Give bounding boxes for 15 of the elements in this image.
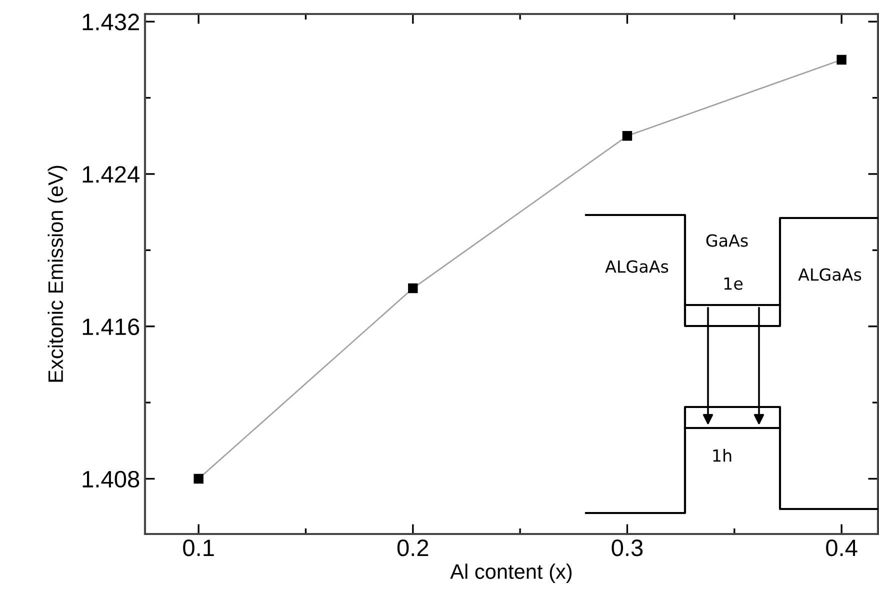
y-axis-title: Excitonic Emission (eV) (48, 166, 68, 382)
annotation: 1e (724, 277, 743, 290)
y-tick-label: 1.424 (82, 166, 140, 183)
x-tick-label: 0.3 (612, 539, 643, 556)
x-tick-label: 0.2 (397, 539, 428, 556)
annotation: GaAs (706, 234, 748, 247)
annotation: ALGaAs (605, 260, 668, 273)
y-tick-label: 1.416 (82, 318, 140, 336)
annotation: ALGaAs (798, 268, 862, 281)
annotation: 1h (713, 448, 732, 462)
x-tick-label: 0.1 (183, 539, 214, 556)
y-tick-label: 1.432 (82, 14, 139, 30)
y-tick-label: 1.408 (82, 470, 140, 488)
x-tick-label: 0.4 (826, 539, 858, 556)
x-axis-title: Al content (x) (450, 564, 572, 584)
